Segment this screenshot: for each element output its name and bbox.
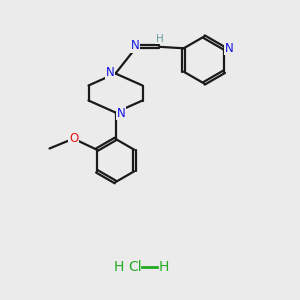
Text: N: N (106, 66, 115, 79)
Text: N: N (116, 107, 125, 120)
Text: N: N (225, 42, 234, 55)
Text: H: H (113, 260, 124, 274)
Text: H: H (156, 34, 164, 44)
Text: N: N (131, 39, 140, 52)
Text: O: O (69, 132, 78, 145)
Text: H: H (158, 260, 169, 274)
Text: Cl: Cl (128, 260, 142, 274)
